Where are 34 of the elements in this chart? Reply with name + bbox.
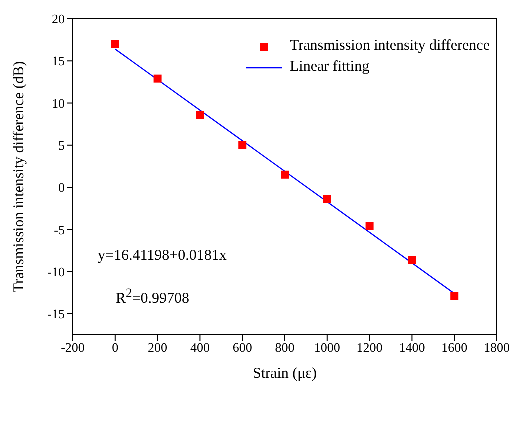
point	[408, 256, 416, 264]
y-tick-label: -15	[48, 306, 65, 322]
y-tick-label: 20	[52, 12, 65, 27]
annotation: y=16.41198+0.0181x	[98, 248, 227, 265]
x-tick-label: -200	[61, 340, 85, 356]
x-tick-label: 1400	[399, 340, 426, 356]
x-tick-label: 1000	[314, 340, 340, 356]
y-tick-label: -5	[54, 222, 65, 238]
y-tick-label: 10	[52, 96, 65, 111]
x-tick-label: 0	[112, 340, 119, 356]
point	[154, 74, 162, 83]
y-tick-label: 15	[52, 54, 65, 69]
x-tick-label: 1800	[484, 340, 510, 356]
x-tick-label: 200	[148, 340, 168, 356]
x-tick-label: 800	[275, 340, 295, 356]
x-tick-label: 600	[232, 340, 252, 356]
point	[366, 222, 374, 230]
point	[111, 40, 120, 48]
x-tick-label: 1200	[356, 340, 383, 356]
point	[281, 170, 289, 179]
point	[196, 111, 204, 120]
legend-label: Linear fitting	[290, 59, 370, 76]
x-axis-title: Strain (με)	[253, 366, 317, 382]
x-tick-label: 400	[190, 340, 210, 356]
y-axis-title: Transmission intensity difference (dB)	[11, 61, 28, 293]
y-tick-label: -10	[48, 264, 65, 280]
y-tick-label: 5	[58, 138, 65, 154]
legend-label: Transmission intensity difference	[290, 38, 490, 55]
annotation: R$^{2}$=0.99708	[116, 286, 190, 308]
point	[323, 195, 332, 204]
point	[238, 141, 247, 150]
x-tick-label: 1600	[442, 340, 468, 356]
point	[450, 292, 459, 300]
y-tick-label: 0	[58, 180, 65, 196]
